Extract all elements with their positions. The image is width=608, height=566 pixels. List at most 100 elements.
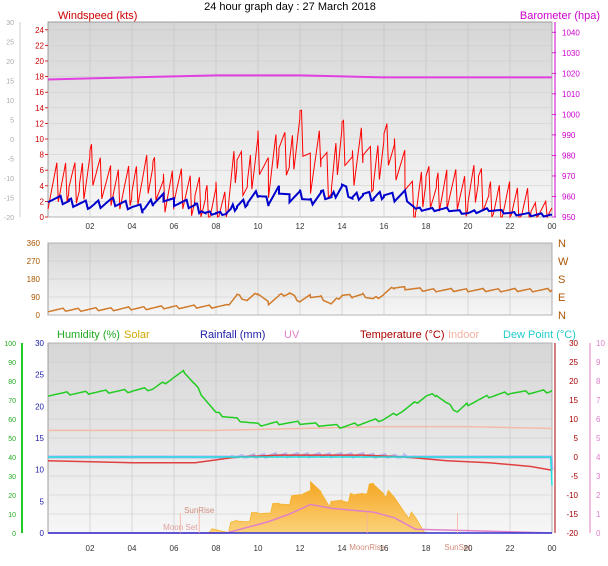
temperature-tick-label: 30	[569, 339, 578, 348]
wind-tick-label: 10	[35, 135, 44, 144]
barometer-tick-label: 990	[562, 131, 576, 140]
panel-2-degree-ticks: 0 90 180 270 360	[27, 239, 41, 320]
rain-tick-label: 25	[35, 371, 44, 380]
uv-tick-label: 10	[596, 339, 605, 348]
panel-3-x-tick-labels: 02 04 06 08 10 12 14 16 18 20 22 00	[86, 544, 557, 553]
event-marker-label: SunSet	[444, 543, 471, 552]
humidity-tick-label: 40	[8, 455, 16, 462]
uv-tick-label: 8	[596, 377, 601, 386]
p1-x-tick-label: 04	[128, 222, 137, 231]
series-wind-direction-line	[47, 285, 553, 313]
barometer-tick-label: 1030	[562, 49, 580, 58]
legend-solar: Solar	[124, 329, 150, 341]
p1-x-tick-label: 10	[254, 222, 263, 231]
barometer-tick-label: 980	[562, 151, 576, 160]
chart-title: 24 hour graph day : 27 March 2018	[204, 1, 376, 13]
outer-tick-label: -20	[4, 215, 14, 222]
barometer-tick-label: 960	[562, 192, 576, 201]
humidity-tick-label: 10	[8, 512, 16, 519]
uv-tick-label: 4	[596, 453, 601, 462]
legend-dew-point: Dew Point (°C)	[503, 329, 576, 341]
series-humidity-line	[47, 369, 553, 429]
series-dew-point-line	[48, 456, 553, 486]
panel-2-gridlines	[48, 242, 553, 316]
temperature-tick-label: -20	[566, 529, 578, 538]
wind-tick-label: 22	[35, 41, 44, 50]
humidity-tick-label: 50	[8, 436, 16, 443]
compass-tick-label: W	[558, 256, 569, 268]
p1-x-tick-label: 00	[548, 222, 557, 231]
temperature-tick-label: 0	[574, 453, 579, 462]
humidity-tick-label: 0	[12, 531, 16, 538]
uv-tick-label: 6	[596, 415, 601, 424]
wind-tick-label: 8	[40, 151, 45, 160]
humidity-tick-label: 20	[8, 493, 16, 500]
temperature-tick-label: 15	[569, 396, 578, 405]
p3-x-tick-label: 12	[296, 544, 305, 553]
barometer-tick-label: 1010	[562, 90, 580, 99]
wind-tick-label: 24	[35, 26, 44, 35]
panel-1-barometer-ticks: 950 960 970 980 990 1000 1010 1020 1030 1040	[552, 22, 580, 222]
event-marker-label: Moon Set	[163, 523, 198, 532]
direction-tick-label: 270	[27, 257, 41, 266]
uv-tick-label: 2	[596, 491, 601, 500]
barometer-tick-label: 1020	[562, 69, 580, 78]
direction-tick-label: 90	[31, 293, 40, 302]
wind-tick-label: 4	[40, 182, 45, 191]
temperature-tick-label: 25	[569, 358, 578, 367]
outer-tick-label: 10	[6, 98, 14, 105]
p3-x-tick-label: 22	[506, 544, 515, 553]
temperature-tick-label: -15	[566, 510, 578, 519]
p1-x-tick-label: 18	[422, 222, 431, 231]
outer-tick-label: 0	[10, 137, 14, 144]
compass-tick-label: N	[558, 238, 566, 250]
outer-tick-label: 5	[10, 118, 14, 125]
rain-tick-label: 30	[35, 339, 44, 348]
p3-x-tick-label: 06	[170, 544, 179, 553]
uv-tick-label: 9	[596, 358, 601, 367]
p1-x-tick-label: 12	[296, 222, 305, 231]
series-barometer-line	[47, 74, 552, 81]
panel-temperature-humidity: Humidity (%) Solar Rainfall (mm) UV Temp…	[4, 329, 605, 553]
rain-tick-label: 5	[40, 497, 45, 506]
compass-tick-label: E	[558, 292, 565, 304]
series-indoor-line	[48, 425, 553, 432]
humidity-tick-label: 70	[8, 398, 16, 405]
compass-tick-label: N	[558, 310, 566, 322]
p3-x-tick-label: 20	[464, 544, 473, 553]
humidity-tick-label: 90	[8, 360, 16, 367]
barometer-tick-label: 1000	[562, 110, 580, 119]
panel-3-humidity-ticks: 0 10 20 30 40 50 60 70 80 90 100	[4, 341, 23, 538]
outer-tick-label: 15	[6, 79, 14, 86]
p3-x-tick-label: 18	[422, 544, 431, 553]
p1-x-tick-label: 08	[212, 222, 221, 231]
wind-tick-label: 18	[35, 73, 44, 82]
windspeed-axis-title: Windspeed (kts)	[58, 10, 137, 22]
p1-x-tick-label: 14	[338, 222, 347, 231]
compass-tick-label: S	[558, 274, 565, 286]
temperature-tick-label: -10	[566, 491, 578, 500]
series-uv-line	[48, 503, 553, 534]
direction-tick-label: 0	[36, 311, 41, 320]
outer-tick-label: -5	[8, 157, 14, 164]
wind-tick-label: 6	[40, 166, 45, 175]
wind-tick-label: 12	[35, 119, 44, 128]
outer-tick-label: 20	[6, 59, 14, 66]
humidity-tick-label: 80	[8, 379, 16, 386]
humidity-tick-label: 100	[4, 341, 16, 348]
p3-x-tick-label: 14	[338, 544, 347, 553]
panel-1-series	[47, 74, 553, 219]
humidity-tick-label: 30	[8, 474, 16, 481]
p1-x-tick-label: 16	[380, 222, 389, 231]
rain-tick-label: 0	[40, 529, 45, 538]
barometer-tick-label: 950	[562, 213, 576, 222]
legend-indoor: Indoor	[448, 329, 480, 341]
series-windspeed-line	[47, 183, 553, 218]
panel-2-series	[47, 285, 553, 313]
panel-wind-barometer: Windspeed (kts) Barometer (hpa) 02 04 06 08…	[4, 10, 600, 231]
